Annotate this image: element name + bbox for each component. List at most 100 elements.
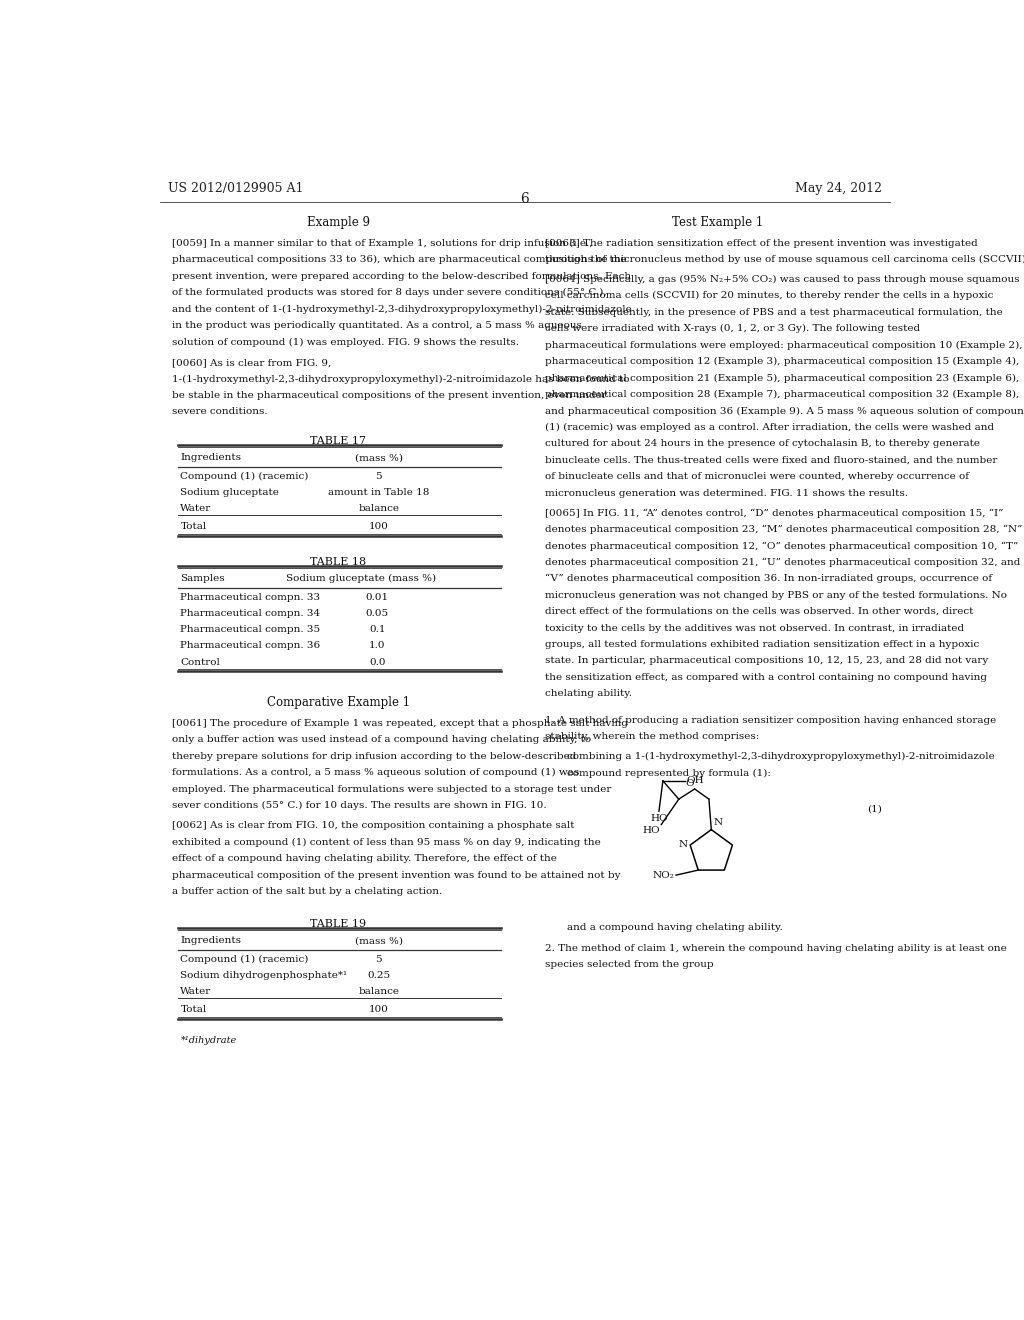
Text: HO: HO: [642, 825, 659, 834]
Text: of binucleate cells and that of micronuclei were counted, whereby occurrence of: of binucleate cells and that of micronuc…: [545, 473, 969, 482]
Text: pharmaceutical formulations were employed: pharmaceutical composition 10 (Exampl: pharmaceutical formulations were employe…: [545, 341, 1022, 350]
Text: Ingredients: Ingredients: [180, 936, 242, 945]
Text: Water: Water: [180, 987, 212, 997]
Text: Ingredients: Ingredients: [180, 453, 242, 462]
Text: N: N: [714, 817, 723, 826]
Text: 5: 5: [376, 471, 382, 480]
Text: of the formulated products was stored for 8 days under severe conditions (55° C.: of the formulated products was stored fo…: [172, 288, 606, 297]
Text: Compound (1) (racemic): Compound (1) (racemic): [180, 954, 309, 964]
Text: species selected from the group: species selected from the group: [545, 960, 714, 969]
Text: 0.1: 0.1: [369, 626, 385, 634]
Text: 100: 100: [369, 523, 389, 532]
Text: state. In particular, pharmaceutical compositions 10, 12, 15, 23, and 28 did not: state. In particular, pharmaceutical com…: [545, 656, 988, 665]
Text: *¹dihydrate: *¹dihydrate: [180, 1036, 237, 1045]
Text: denotes pharmaceutical composition 23, “M” denotes pharmaceutical composition 28: denotes pharmaceutical composition 23, “…: [545, 525, 1022, 535]
Text: a buffer action of the salt but by a chelating action.: a buffer action of the salt but by a che…: [172, 887, 442, 896]
Text: through the micronucleus method by use of mouse squamous cell carcinoma cells (S: through the micronucleus method by use o…: [545, 255, 1024, 264]
Text: [0064] Specifically, a gas (95% N₂+5% CO₂) was caused to pass through mouse squa: [0064] Specifically, a gas (95% N₂+5% CO…: [545, 275, 1019, 284]
Text: cells were irradiated with X-rays (0, 1, 2, or 3 Gy). The following tested: cells were irradiated with X-rays (0, 1,…: [545, 325, 920, 333]
Text: 1-(1-hydroxymethyl-2,3-dihydroxypropyloxymethyl)-2-nitroimidazole has been found: 1-(1-hydroxymethyl-2,3-dihydroxypropylox…: [172, 375, 629, 384]
Text: exhibited a compound (1) content of less than 95 mass % on day 9, indicating the: exhibited a compound (1) content of less…: [172, 838, 600, 847]
Text: Water: Water: [180, 504, 212, 513]
Text: 0.0: 0.0: [369, 657, 385, 667]
Text: present invention, were prepared according to the below-described formulations. : present invention, were prepared accordi…: [172, 272, 631, 281]
Text: Total: Total: [180, 523, 207, 532]
Text: Control: Control: [180, 657, 220, 667]
Text: Total: Total: [180, 1006, 207, 1015]
Text: HO: HO: [650, 814, 668, 824]
Text: balance: balance: [358, 987, 399, 997]
Text: [0063] The radiation sensitization effect of the present invention was investiga: [0063] The radiation sensitization effec…: [545, 239, 977, 248]
Text: sever conditions (55° C.) for 10 days. The results are shown in FIG. 10.: sever conditions (55° C.) for 10 days. T…: [172, 801, 546, 810]
Text: pharmaceutical compositions 33 to 36), which are pharmaceutical compositions of : pharmaceutical compositions 33 to 36), w…: [172, 255, 627, 264]
Text: denotes pharmaceutical composition 12, “O” denotes pharmaceutical composition 10: denotes pharmaceutical composition 12, “…: [545, 541, 1018, 550]
Text: Sodium gluceptate (mass %): Sodium gluceptate (mass %): [287, 574, 436, 583]
Text: be stable in the pharmaceutical compositions of the present invention, even unde: be stable in the pharmaceutical composit…: [172, 391, 606, 400]
Text: N: N: [679, 840, 688, 849]
Text: [0065] In FIG. 11, “A” denotes control, “D” denotes pharmaceutical composition 1: [0065] In FIG. 11, “A” denotes control, …: [545, 508, 1004, 517]
Text: (1) (racemic) was employed as a control. After irradiation, the cells were washe: (1) (racemic) was employed as a control.…: [545, 422, 993, 432]
Text: 1. A method of producing a radiation sensitizer composition having enhanced stor: 1. A method of producing a radiation sen…: [545, 715, 996, 725]
Text: Pharmaceutical compn. 35: Pharmaceutical compn. 35: [180, 626, 321, 634]
Text: [0062] As is clear from FIG. 10, the composition containing a phosphate salt: [0062] As is clear from FIG. 10, the com…: [172, 821, 574, 830]
Text: Pharmaceutical compn. 34: Pharmaceutical compn. 34: [180, 609, 321, 618]
Text: OH: OH: [687, 776, 705, 785]
Text: formulations. As a control, a 5 mass % aqueous solution of compound (1) was: formulations. As a control, a 5 mass % a…: [172, 768, 579, 777]
Text: groups, all tested formulations exhibited radiation sensitization effect in a hy: groups, all tested formulations exhibite…: [545, 640, 979, 649]
Text: (1): (1): [867, 804, 882, 813]
Text: May 24, 2012: May 24, 2012: [795, 182, 882, 195]
Text: balance: balance: [358, 504, 399, 513]
Text: binucleate cells. The thus-treated cells were fixed and fluoro-stained, and the : binucleate cells. The thus-treated cells…: [545, 455, 997, 465]
Text: denotes pharmaceutical composition 21, “U” denotes pharmaceutical composition 32: denotes pharmaceutical composition 21, “…: [545, 557, 1020, 568]
Text: US 2012/0129905 A1: US 2012/0129905 A1: [168, 182, 303, 195]
Text: cultured for about 24 hours in the presence of cytochalasin B, to thereby genera: cultured for about 24 hours in the prese…: [545, 440, 980, 449]
Text: 100: 100: [369, 1006, 389, 1015]
Text: [0060] As is clear from FIG. 9,: [0060] As is clear from FIG. 9,: [172, 358, 331, 367]
Text: pharmaceutical composition 12 (Example 3), pharmaceutical composition 15 (Exampl: pharmaceutical composition 12 (Example 3…: [545, 356, 1019, 366]
Text: Comparative Example 1: Comparative Example 1: [266, 696, 410, 709]
Text: micronucleus generation was determined. FIG. 11 shows the results.: micronucleus generation was determined. …: [545, 488, 907, 498]
Text: micronucleus generation was not changed by PBS or any of the tested formulations: micronucleus generation was not changed …: [545, 590, 1007, 599]
Text: and a compound having chelating ability.: and a compound having chelating ability.: [567, 923, 782, 932]
Text: pharmaceutical composition 28 (Example 7), pharmaceutical composition 32 (Exampl: pharmaceutical composition 28 (Example 7…: [545, 389, 1019, 399]
Text: amount in Table 18: amount in Table 18: [328, 488, 429, 496]
Text: TABLE 19: TABLE 19: [310, 919, 367, 929]
Text: compound represented by formula (1):: compound represented by formula (1):: [567, 768, 771, 777]
Text: Pharmaceutical compn. 36: Pharmaceutical compn. 36: [180, 642, 321, 651]
Text: combining a 1-(1-hydroxymethyl-2,3-dihydroxypropyloxymethyl)-2-nitroimidazole: combining a 1-(1-hydroxymethyl-2,3-dihyd…: [567, 752, 994, 762]
Text: direct effect of the formulations on the cells was observed. In other words, dir: direct effect of the formulations on the…: [545, 607, 973, 616]
Text: 1.0: 1.0: [369, 642, 385, 651]
Text: solution of compound (1) was employed. FIG. 9 shows the results.: solution of compound (1) was employed. F…: [172, 338, 518, 347]
Text: Sodium dihydrogenphosphate*¹: Sodium dihydrogenphosphate*¹: [180, 972, 347, 979]
Text: the sensitization effect, as compared with a control containing no compound havi: the sensitization effect, as compared wi…: [545, 673, 987, 682]
Text: Compound (1) (racemic): Compound (1) (racemic): [180, 471, 309, 480]
Text: Test Example 1: Test Example 1: [672, 216, 763, 230]
Text: 0.01: 0.01: [366, 593, 389, 602]
Text: 5: 5: [376, 954, 382, 964]
Text: thereby prepare solutions for drip infusion according to the below-described: thereby prepare solutions for drip infus…: [172, 751, 577, 760]
Text: state. Subsequently, in the presence of PBS and a test pharmaceutical formulatio: state. Subsequently, in the presence of …: [545, 308, 1002, 317]
Text: Example 9: Example 9: [307, 216, 370, 230]
Text: 0.25: 0.25: [368, 972, 390, 979]
Text: (mass %): (mass %): [354, 936, 402, 945]
Text: Sodium gluceptate: Sodium gluceptate: [180, 488, 280, 496]
Text: TABLE 17: TABLE 17: [310, 436, 367, 446]
Text: “V” denotes pharmaceutical composition 36. In non-irradiated groups, occurrence : “V” denotes pharmaceutical composition 3…: [545, 574, 992, 583]
Text: severe conditions.: severe conditions.: [172, 408, 267, 416]
Text: 2. The method of claim 1, wherein the compound having chelating ability is at le: 2. The method of claim 1, wherein the co…: [545, 944, 1007, 953]
Text: (mass %): (mass %): [354, 453, 402, 462]
Text: TABLE 18: TABLE 18: [310, 557, 367, 568]
Text: [0059] In a manner similar to that of Example 1, solutions for drip infusion (i.: [0059] In a manner similar to that of Ex…: [172, 239, 592, 248]
Text: pharmaceutical composition of the present invention was found to be attained not: pharmaceutical composition of the presen…: [172, 871, 621, 880]
Text: 6: 6: [520, 191, 529, 206]
Text: cell carcinoma cells (SCCVII) for 20 minutes, to thereby render the cells in a h: cell carcinoma cells (SCCVII) for 20 min…: [545, 292, 993, 300]
Text: toxicity to the cells by the additives was not observed. In contrast, in irradia: toxicity to the cells by the additives w…: [545, 623, 964, 632]
Text: only a buffer action was used instead of a compound having chelating ability, to: only a buffer action was used instead of…: [172, 735, 591, 744]
Text: NO₂: NO₂: [652, 871, 675, 879]
Text: 0.05: 0.05: [366, 609, 389, 618]
Text: and the content of 1-(1-hydroxymethyl-2,3-dihydroxypropyloxymethyl)-2-nitroimida: and the content of 1-(1-hydroxymethyl-2,…: [172, 305, 632, 314]
Text: in the product was periodically quantitated. As a control, a 5 mass % aqueous: in the product was periodically quantita…: [172, 321, 582, 330]
Text: pharmaceutical composition 21 (Example 5), pharmaceutical composition 23 (Exampl: pharmaceutical composition 21 (Example 5…: [545, 374, 1019, 383]
Text: and pharmaceutical composition 36 (Example 9). A 5 mass % aqueous solution of co: and pharmaceutical composition 36 (Examp…: [545, 407, 1024, 416]
Text: chelating ability.: chelating ability.: [545, 689, 632, 698]
